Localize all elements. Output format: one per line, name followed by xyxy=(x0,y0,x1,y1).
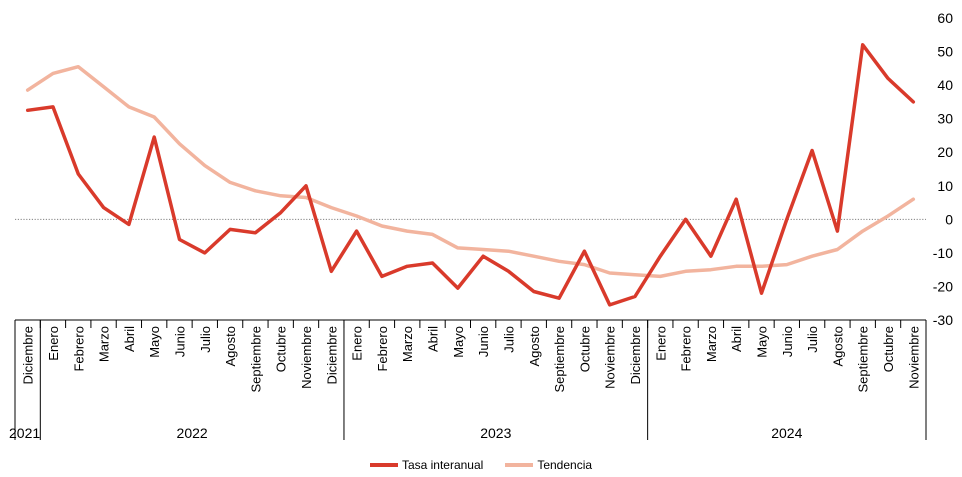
y-tick-label: 60 xyxy=(937,10,953,26)
x-tick-label: Abril xyxy=(426,326,441,352)
y-tick-label: -20 xyxy=(933,278,953,294)
x-tick-label: Marzo xyxy=(704,326,719,362)
x-tick-label: Marzo xyxy=(400,326,415,362)
year-label: 2023 xyxy=(480,425,511,441)
x-tick-label: Septiembre xyxy=(248,326,263,392)
x-tick-label: Mayo xyxy=(147,326,162,358)
y-tick-label: 50 xyxy=(937,44,953,60)
x-tick-label: Julio xyxy=(501,326,516,353)
legend-label-tendencia: Tendencia xyxy=(537,458,593,472)
x-tick-label: Junio xyxy=(780,326,795,357)
year-label: 2021 xyxy=(9,425,40,441)
x-tick-label: Enero xyxy=(653,326,668,361)
legend-item-tasa-interanual: Tasa interanual xyxy=(369,458,484,472)
x-tick-label: Octubre xyxy=(274,326,289,372)
x-tick-label: Agosto xyxy=(830,326,845,366)
x-tick-label: Febrero xyxy=(679,326,694,372)
x-tick-label: Julio xyxy=(198,326,213,353)
x-tick-label: Octubre xyxy=(577,326,592,372)
x-tick-label: Mayo xyxy=(755,326,770,358)
y-tick-label: 0 xyxy=(945,211,953,227)
x-tick-label: Noviembre xyxy=(299,326,314,389)
y-tick-label: 10 xyxy=(937,178,953,194)
y-tick-label: 30 xyxy=(937,111,953,127)
legend-swatch-tasa-interanual xyxy=(369,463,398,467)
x-tick-label: Enero xyxy=(350,326,365,361)
x-tick-label: Septiembre xyxy=(552,326,567,392)
x-tick-label: Febrero xyxy=(71,326,86,372)
year-label: 2024 xyxy=(771,425,802,441)
series-line-tendencia xyxy=(25,64,916,279)
x-tick-label: Marzo xyxy=(97,326,112,362)
chart-legend: Tasa interanual Tendencia xyxy=(0,458,962,472)
legend-label-tasa-interanual: Tasa interanual xyxy=(401,458,484,472)
year-label: 2022 xyxy=(177,425,208,441)
x-tick-label: Octubre xyxy=(881,326,896,372)
series-line-tasa-interanual xyxy=(25,43,916,307)
x-tick-label: Agosto xyxy=(527,326,542,366)
x-tick-label: Febrero xyxy=(375,326,390,372)
x-tick-label: Noviembre xyxy=(603,326,618,389)
x-tick-label: Septiembre xyxy=(856,326,871,392)
legend-swatch-tendencia xyxy=(505,463,534,467)
x-tick-label: Abril xyxy=(729,326,744,352)
x-tick-label: Junio xyxy=(476,326,491,357)
x-tick-label: Enero xyxy=(46,326,61,361)
x-tick-label: Diciembre xyxy=(628,326,643,385)
y-tick-label: -10 xyxy=(933,245,953,261)
x-tick-label: Agosto xyxy=(223,326,238,366)
x-tick-label: Diciembre xyxy=(21,326,36,385)
legend-item-tendencia: Tendencia xyxy=(505,458,592,472)
y-tick-label: 40 xyxy=(937,77,953,93)
x-tick-label: Julio xyxy=(805,326,820,353)
x-tick-label: Diciembre xyxy=(324,326,339,385)
x-tick-label: Junio xyxy=(172,326,187,357)
x-tick-label: Noviembre xyxy=(906,326,921,389)
x-tick-label: Abril xyxy=(122,326,137,352)
y-tick-label: -30 xyxy=(933,312,953,328)
x-tick-label: Mayo xyxy=(451,326,466,358)
y-tick-label: 20 xyxy=(937,144,953,160)
